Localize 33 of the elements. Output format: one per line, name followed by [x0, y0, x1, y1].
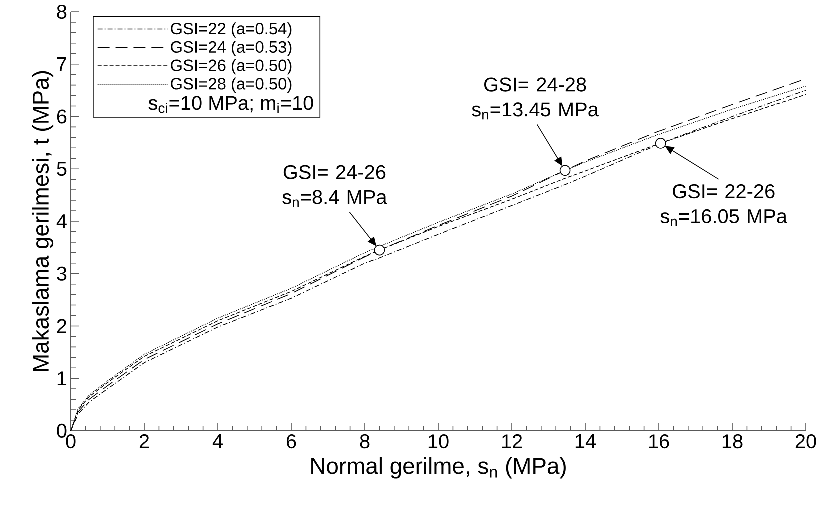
legend-label: GSI=22 (a=0.54) [171, 22, 292, 38]
y-tick-label: 1 [58, 372, 67, 386]
x-tick-label: 0 [66, 434, 76, 449]
y-tick-label: 3 [57, 266, 67, 281]
x-tick-label: 16 [649, 434, 670, 449]
point [655, 138, 666, 149]
point [560, 165, 571, 176]
x-tick-label: 8 [360, 434, 370, 449]
point [374, 244, 386, 256]
y-tick-label: 7 [57, 58, 66, 72]
x-tick-label: 20 [796, 434, 816, 449]
y-tick-label: 4 [56, 214, 67, 228]
x-tick-label: 4 [212, 434, 223, 448]
x-tick-label: 12 [502, 434, 522, 448]
annotation: GSI= 24-28 s$_{n}$=13.45 MPa [472, 78, 599, 120]
x-tick-label: 6 [286, 434, 296, 449]
annotation: s$_{ci}$=10 MPa; m$_{i}$=10 [148, 96, 314, 114]
x-tick-label: 10 [428, 434, 449, 449]
annotation: GSI= 22-26 s$_{n}$=16.05 MPa [660, 184, 788, 226]
legend-label: GSI=28 (a=0.50) [171, 78, 292, 94]
y-tick-label: 2 [57, 319, 66, 334]
x-tick-label: 2 [140, 434, 150, 448]
y-axis-title: Makaslama gerilmesi, t (MPa) [32, 71, 54, 372]
annotation: GSI= 24-26 s$_{n}$=8.4 MPa [282, 165, 388, 208]
y-tick-label: 8 [57, 4, 67, 20]
x-tick-label: 14 [576, 434, 596, 448]
x-axis-title: Normal gerilme, s$_{n}$ (MPa) [312, 457, 566, 479]
legend-label: GSI=26 (a=0.50) [171, 59, 292, 75]
y-tick-label: 0 [57, 424, 67, 438]
legend-label: GSI=24 (a=0.53) [171, 40, 292, 56]
x-tick-label: 18 [722, 434, 743, 449]
y-tick-label: 6 [57, 110, 67, 124]
y-tick-label: 5 [57, 162, 67, 176]
